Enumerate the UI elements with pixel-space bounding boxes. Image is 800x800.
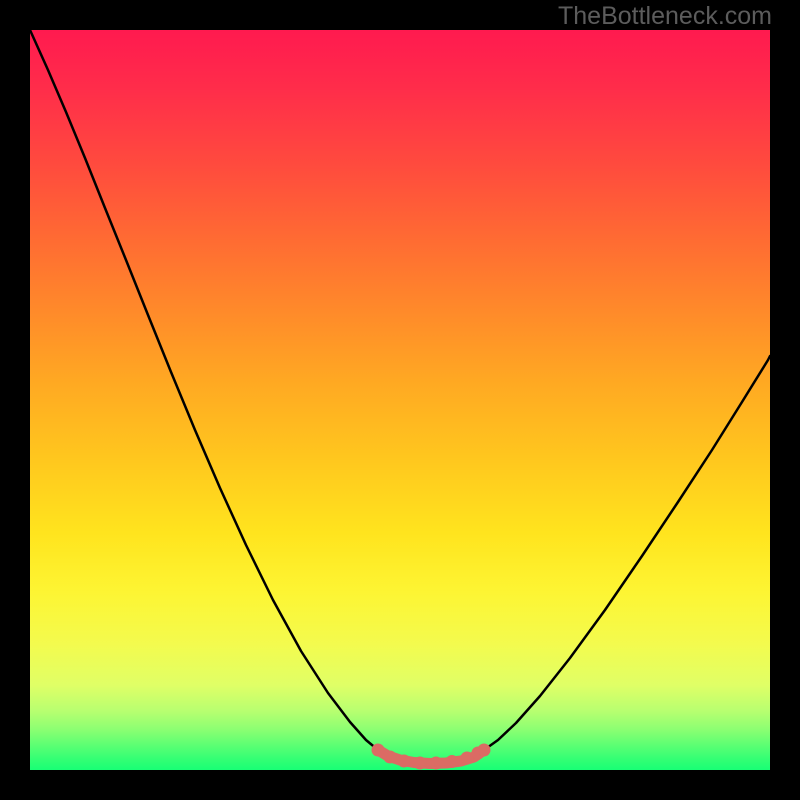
optimal-marker	[414, 757, 427, 770]
bottleneck-curve-right	[484, 356, 770, 750]
optimal-marker	[478, 744, 491, 757]
curve-layer	[30, 30, 770, 770]
optimal-marker	[384, 751, 397, 764]
chart-frame: TheBottleneck.com	[0, 0, 800, 800]
plot-area	[30, 30, 770, 770]
optimal-range-markers	[372, 744, 491, 770]
optimal-marker	[372, 744, 385, 757]
optimal-marker	[430, 757, 443, 770]
optimal-marker	[446, 755, 459, 768]
bottleneck-curve-left	[30, 30, 378, 750]
watermark-text: TheBottleneck.com	[558, 2, 772, 31]
optimal-marker	[398, 755, 411, 768]
